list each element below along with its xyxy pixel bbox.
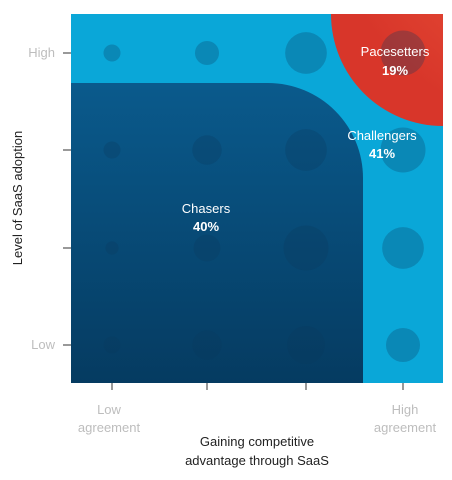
pacesetters-region bbox=[331, 14, 443, 126]
bubble-1-4 bbox=[103, 44, 121, 62]
bubble-1-2 bbox=[105, 241, 119, 255]
y-tick-label-low: Low bbox=[31, 337, 55, 352]
axis-ticks bbox=[63, 52, 404, 390]
x-tick-label-high-1: High bbox=[392, 402, 419, 417]
challengers-label: Challengers bbox=[347, 128, 417, 143]
bubble-3-4 bbox=[285, 32, 327, 74]
bubble-4-1 bbox=[385, 327, 421, 363]
chasers-region bbox=[71, 83, 363, 383]
bubble-3-2 bbox=[283, 225, 329, 271]
bubble-2-1 bbox=[192, 330, 222, 360]
x-tick-label-low-1: Low bbox=[97, 402, 121, 417]
bubble-2-2 bbox=[193, 234, 221, 262]
bubbles-group bbox=[103, 30, 426, 365]
chasers-percent: 40% bbox=[193, 219, 219, 234]
bubble-1-1 bbox=[103, 336, 121, 354]
bubble-3-1 bbox=[286, 325, 326, 365]
pacesetters-label: Pacesetters bbox=[361, 44, 430, 59]
challengers-percent: 41% bbox=[369, 146, 395, 161]
bubble-4-2 bbox=[382, 227, 424, 269]
bubble-1-3 bbox=[103, 141, 121, 159]
bubble-3-3 bbox=[285, 129, 327, 171]
y-axis-title: Level of SaaS adoption bbox=[10, 131, 25, 265]
pacesetters-percent: 19% bbox=[382, 63, 408, 78]
x-axis-title-line-2: advantage through SaaS bbox=[185, 453, 329, 468]
bubble-2-4 bbox=[194, 40, 220, 66]
bubble-4-3 bbox=[380, 127, 426, 173]
bubble-4-4 bbox=[380, 30, 426, 76]
x-tick-label-low-2: agreement bbox=[78, 420, 141, 435]
bubble-2-3 bbox=[192, 135, 222, 165]
y-tick-label-high: High bbox=[28, 45, 55, 60]
chasers-label: Chasers bbox=[182, 201, 231, 216]
x-tick-label-high-2: agreement bbox=[374, 420, 437, 435]
x-axis-title-line-1: Gaining competitive bbox=[200, 434, 314, 449]
